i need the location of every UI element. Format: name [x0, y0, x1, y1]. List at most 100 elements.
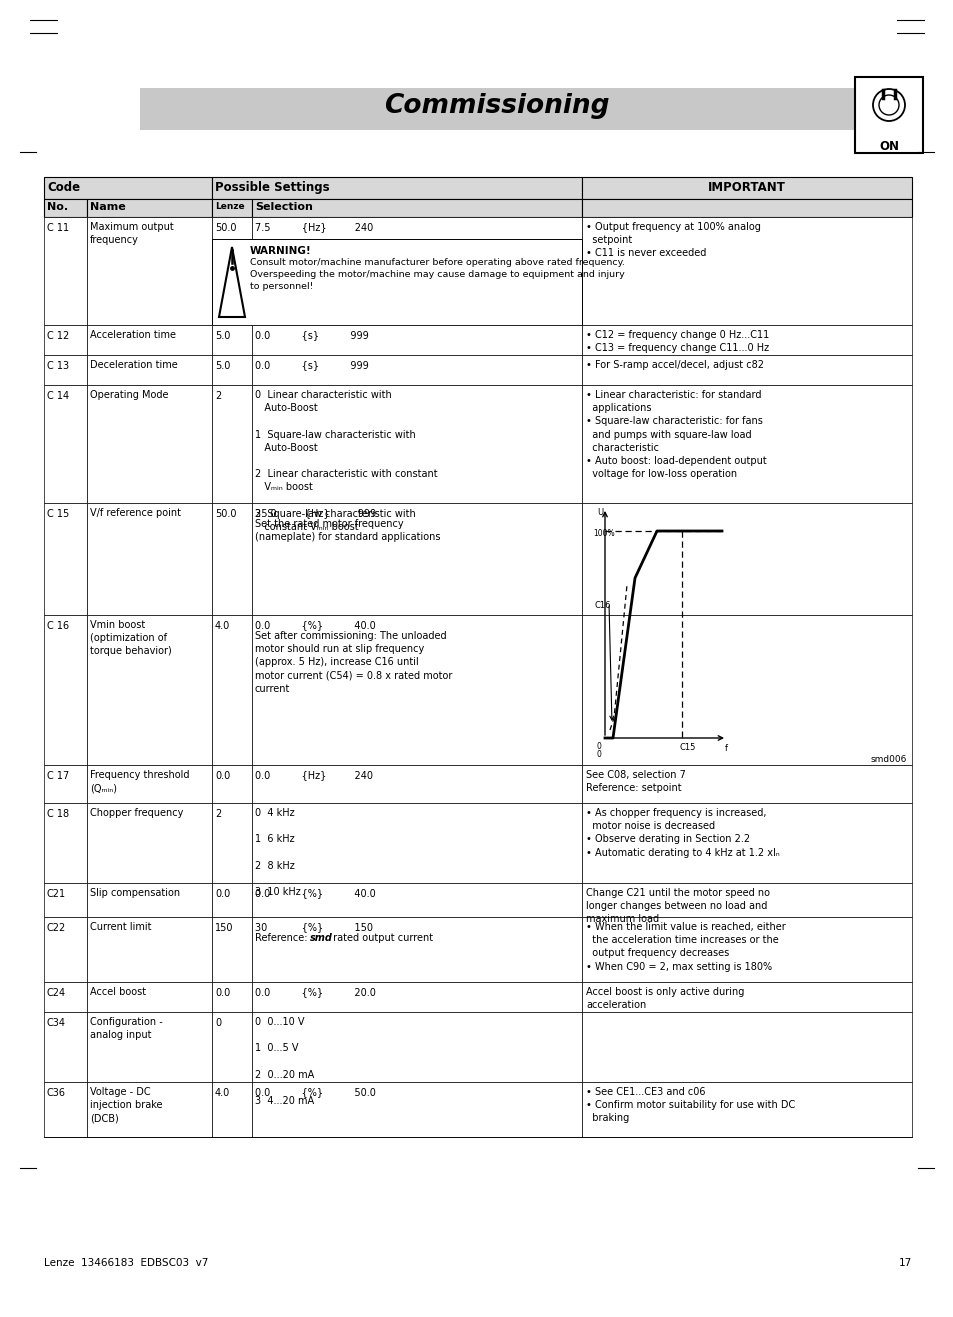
Text: See C08, selection 7
Reference: setpoint: See C08, selection 7 Reference: setpoint — [585, 770, 685, 793]
Bar — [252, 982, 581, 1011]
Text: • See CE1...CE3 and c06
• Confirm motor suitability for use with DC
  braking: • See CE1...CE3 and c06 • Confirm motor … — [585, 1087, 795, 1123]
Bar — [87, 385, 212, 503]
Text: 0: 0 — [597, 749, 601, 759]
Text: Set the rated motor frequency
(nameplate) for standard applications: Set the rated motor frequency (nameplate… — [254, 519, 440, 543]
Bar — [252, 1083, 581, 1137]
Bar — [581, 176, 911, 199]
Text: C34: C34 — [47, 1018, 66, 1029]
Bar — [212, 199, 252, 217]
Text: V/f reference point: V/f reference point — [90, 508, 181, 518]
Bar — [44, 356, 87, 385]
Text: • For S-ramp accel/decel, adjust c82: • For S-ramp accel/decel, adjust c82 — [585, 360, 763, 370]
Text: Acceleration time: Acceleration time — [90, 331, 175, 340]
Text: Lenze: Lenze — [214, 202, 244, 211]
Bar — [581, 1083, 911, 1137]
Text: 0.0: 0.0 — [214, 770, 230, 781]
Text: C16: C16 — [595, 601, 611, 610]
Bar — [252, 217, 581, 325]
Bar — [252, 1011, 581, 1083]
Bar — [581, 765, 911, 803]
Text: Frequency threshold
(Qₘᵢₙ): Frequency threshold (Qₘᵢₙ) — [90, 770, 190, 793]
Text: Lenze  13466183  EDBSC03  v7: Lenze 13466183 EDBSC03 v7 — [44, 1258, 208, 1268]
Text: C22: C22 — [47, 923, 66, 932]
Text: 0  Linear characteristic with
   Auto-Boost

1  Square-law characteristic with
 : 0 Linear characteristic with Auto-Boost … — [254, 390, 437, 532]
Bar — [44, 917, 87, 982]
Text: 30           {%}          150: 30 {%} 150 — [254, 922, 373, 932]
Bar — [87, 982, 212, 1011]
Bar — [44, 882, 87, 917]
Text: IMPORTANT: IMPORTANT — [707, 180, 785, 194]
Text: 5.0: 5.0 — [214, 361, 230, 371]
Bar — [212, 765, 252, 803]
Text: 7.5          {Hz}         240: 7.5 {Hz} 240 — [254, 223, 373, 232]
Bar — [212, 803, 252, 882]
Bar — [252, 917, 581, 982]
Text: C 17: C 17 — [47, 770, 70, 781]
Text: Chopper frequency: Chopper frequency — [90, 809, 183, 818]
Text: • C12 = frequency change 0 Hz...C11
• C13 = frequency change C11...0 Hz: • C12 = frequency change 0 Hz...C11 • C1… — [585, 331, 768, 353]
Text: Possible Settings: Possible Settings — [214, 180, 330, 194]
Text: Consult motor/machine manufacturer before operating above rated frequency.
Overs: Consult motor/machine manufacturer befor… — [250, 258, 624, 291]
Text: 150: 150 — [214, 923, 233, 932]
Bar — [581, 325, 911, 356]
Bar — [252, 385, 581, 503]
Bar — [44, 176, 212, 199]
Bar — [87, 1083, 212, 1137]
Bar — [44, 325, 87, 356]
Text: C21: C21 — [47, 889, 66, 900]
Text: Selection: Selection — [254, 202, 313, 212]
Bar — [87, 615, 212, 765]
Bar — [212, 217, 252, 325]
Text: smd006: smd006 — [870, 755, 906, 764]
Bar — [212, 1083, 252, 1137]
Bar — [44, 217, 87, 325]
Bar — [581, 1011, 911, 1083]
Bar — [252, 803, 581, 882]
Text: WARNING!: WARNING! — [250, 246, 312, 255]
Text: 0.0          {s}          999: 0.0 {s} 999 — [254, 331, 369, 340]
Text: Name: Name — [90, 202, 126, 212]
Text: ON: ON — [878, 140, 898, 153]
Bar — [581, 882, 911, 917]
Bar — [212, 503, 252, 615]
Text: smd: smd — [310, 932, 333, 943]
Bar — [581, 217, 911, 325]
Text: rated output current: rated output current — [330, 932, 433, 943]
Bar — [44, 385, 87, 503]
Text: C 13: C 13 — [47, 361, 69, 371]
Text: 2: 2 — [214, 809, 221, 819]
Text: 0.0          {Hz}         240: 0.0 {Hz} 240 — [254, 770, 373, 780]
Bar — [44, 1083, 87, 1137]
Text: Set after commissioning: The unloaded
motor should run at slip frequency
(approx: Set after commissioning: The unloaded mo… — [254, 631, 452, 694]
Bar — [212, 176, 581, 199]
Text: C 14: C 14 — [47, 391, 69, 400]
Bar — [854, 76, 923, 153]
Text: Slip compensation: Slip compensation — [90, 888, 180, 898]
Text: 4.0: 4.0 — [214, 1088, 230, 1098]
Bar — [212, 615, 252, 765]
Text: 0.0          {%}          50.0: 0.0 {%} 50.0 — [254, 1087, 375, 1097]
Text: Commissioning: Commissioning — [384, 94, 609, 119]
Text: 0.0          {%}          40.0: 0.0 {%} 40.0 — [254, 620, 375, 630]
Bar — [581, 356, 911, 385]
Text: C15: C15 — [679, 743, 696, 752]
Bar — [252, 882, 581, 917]
Bar — [87, 882, 212, 917]
Bar — [581, 917, 911, 982]
Bar — [212, 325, 252, 356]
Bar — [87, 1011, 212, 1083]
Text: 0.0          {%}          20.0: 0.0 {%} 20.0 — [254, 986, 375, 997]
Text: C 16: C 16 — [47, 622, 69, 631]
Text: No.: No. — [47, 202, 68, 212]
Bar — [44, 765, 87, 803]
Bar — [212, 982, 252, 1011]
Bar — [44, 803, 87, 882]
Bar — [44, 982, 87, 1011]
Text: 0.0: 0.0 — [214, 889, 230, 900]
Text: C 11: C 11 — [47, 223, 69, 233]
Text: C24: C24 — [47, 988, 66, 998]
Text: • Linear characteristic: for standard
  applications
• Square-law characteristic: • Linear characteristic: for standard ap… — [585, 390, 766, 479]
Text: Operating Mode: Operating Mode — [90, 390, 169, 400]
Bar — [581, 503, 911, 615]
Text: 4.0: 4.0 — [214, 622, 230, 631]
